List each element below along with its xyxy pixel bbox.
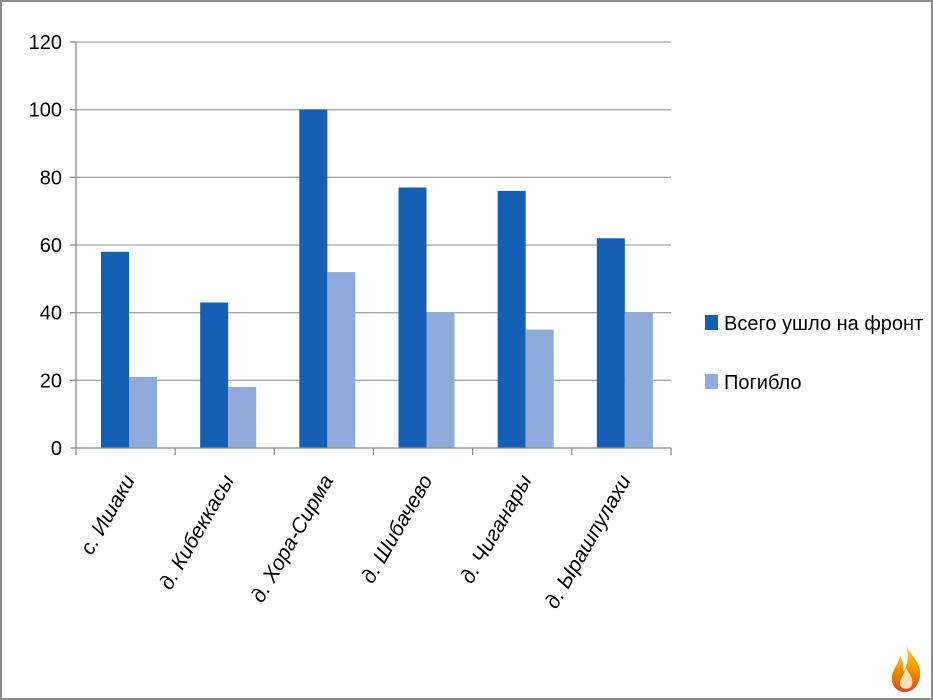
legend-label: Погибло [724,372,802,394]
bar-killed [129,376,157,448]
y-tick-label: 20 [40,370,62,392]
y-tick-label: 40 [40,303,62,325]
y-tick-label: 0 [51,438,62,460]
legend-swatch [705,374,718,389]
x-tick-label: д. Хора-Сирма [247,471,339,607]
legend-label: Всего ушло на фронт [724,313,923,335]
bar-total [497,190,526,448]
x-tick-label: д. Кибеккасы [155,471,239,594]
legend-swatch [705,315,718,330]
bars [101,109,653,449]
bar-killed [228,387,257,448]
bar-killed [525,329,554,448]
y-tick-label: 80 [40,167,62,189]
grid-lines [76,41,671,381]
y-tick-labels: 0 20 40 60 80 100 120 [29,32,62,460]
x-tick-label: д. Шибачево [357,471,438,588]
bar-killed [327,272,356,448]
bar-total [200,302,229,448]
bar-killed [426,312,455,448]
y-tick-label: 60 [40,235,62,257]
bar-killed [624,312,653,448]
flame-icon [891,644,921,692]
x-tick-label: д. Чиганары [456,471,537,588]
x-tick-label: с. Ишаки [76,471,140,559]
bar-total [596,238,625,448]
bar-total [299,109,328,449]
legend: Всего ушло на фронт Погибло [705,313,923,394]
y-tick-label: 100 [29,100,62,122]
x-tick-label: д. Ырашпулахи [541,471,636,613]
y-tick-label: 120 [29,32,62,54]
bar-total [398,187,427,448]
x-tick-labels: с. Ишаки д. Кибеккасы д. Хора-Сирма д. Шиба… [76,471,636,613]
bar-total [101,251,129,448]
axes [70,41,672,455]
